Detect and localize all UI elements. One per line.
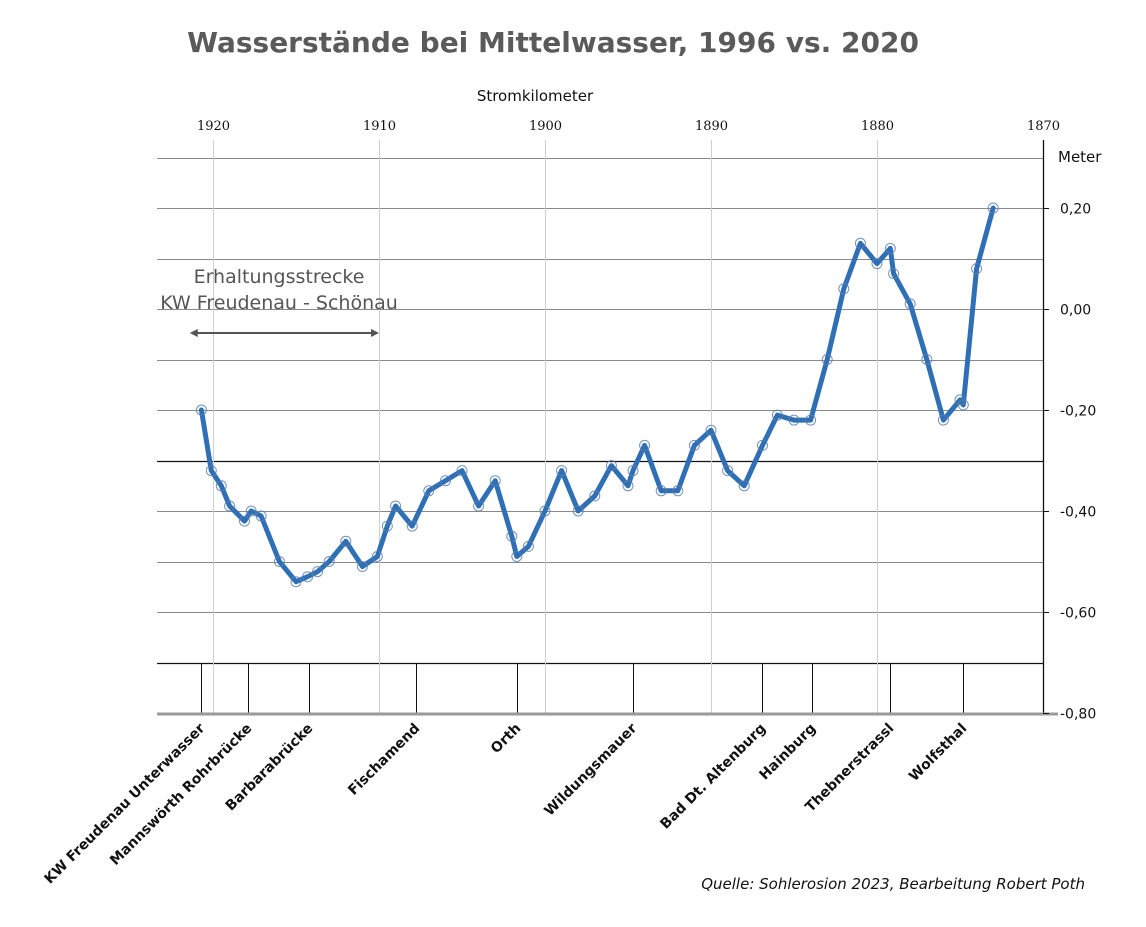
data-point xyxy=(539,505,551,517)
arrow-head-right xyxy=(371,329,379,337)
data-point xyxy=(838,283,850,295)
data-point xyxy=(556,465,568,477)
station-label: Fischamend xyxy=(345,721,423,799)
x-tick-label: 1880 xyxy=(861,119,894,134)
data-point xyxy=(722,465,734,477)
data-point xyxy=(627,465,639,477)
data-point xyxy=(195,404,207,416)
data-point xyxy=(255,510,267,522)
data-point xyxy=(390,500,402,512)
series-line xyxy=(198,205,996,585)
data-point xyxy=(406,520,418,532)
data-point xyxy=(511,551,523,562)
series xyxy=(195,202,999,588)
y-tick-label: -0,60 xyxy=(1060,606,1096,622)
data-point xyxy=(371,551,383,562)
station-label: KW Freudenau Unterwasser xyxy=(42,720,209,887)
data-point xyxy=(738,480,750,492)
data-point xyxy=(957,399,969,411)
station-label: Orth xyxy=(488,721,524,757)
data-point xyxy=(688,439,700,451)
annotation-arrow xyxy=(189,329,379,337)
y-axis-label: Meter xyxy=(1058,148,1102,166)
data-point xyxy=(356,561,368,572)
data-point xyxy=(921,354,933,365)
chart-title: Wasserstände bei Mittelwasser, 1996 vs. … xyxy=(187,26,919,59)
x-ticks: 1920 1910 1900 1890 1880 1870 xyxy=(197,119,1060,134)
y-tick-label: -0,20 xyxy=(1060,404,1096,420)
x-axis-label: Stromkilometer xyxy=(477,87,594,105)
source-note: Quelle: Sohlerosion 2023, Bearbeitung Ro… xyxy=(701,875,1085,893)
x-tick-label: 1900 xyxy=(529,119,562,134)
data-point xyxy=(224,500,236,512)
data-point xyxy=(589,490,601,502)
data-point xyxy=(871,258,883,270)
annotation: Erhaltungsstrecke KW Freudenau - Schönau xyxy=(160,266,398,337)
data-point xyxy=(821,354,833,365)
y-tick-label: -0,40 xyxy=(1060,505,1096,521)
data-point xyxy=(904,298,916,310)
data-point xyxy=(937,414,949,426)
y-tick-label: 0,00 xyxy=(1060,303,1091,319)
data-point xyxy=(639,439,651,451)
data-point xyxy=(987,202,999,214)
data-point xyxy=(215,480,227,492)
data-point xyxy=(522,540,534,552)
data-point xyxy=(888,268,900,280)
station-label: Wolfsthal xyxy=(906,721,970,785)
data-point xyxy=(854,237,866,249)
x-tick-label: 1920 xyxy=(197,119,230,134)
data-point xyxy=(273,556,285,567)
data-point xyxy=(622,480,634,492)
x-tick-label: 1910 xyxy=(363,119,396,134)
data-point xyxy=(239,515,250,527)
data-point xyxy=(205,465,217,477)
data-point xyxy=(290,576,302,588)
x-tick-label: 1890 xyxy=(695,119,728,134)
data-point xyxy=(572,505,584,517)
station-band xyxy=(201,663,964,713)
data-point xyxy=(312,566,324,578)
station-label: Bad Dt. Altenburg xyxy=(657,721,769,833)
grid xyxy=(157,140,1043,714)
data-point xyxy=(381,520,393,532)
y-tick-label: -0,80 xyxy=(1060,707,1096,723)
data-point xyxy=(884,242,896,254)
arrow-head-left xyxy=(189,329,198,337)
data-point xyxy=(655,485,667,497)
data-point xyxy=(506,530,518,542)
data-point xyxy=(423,485,435,497)
data-point xyxy=(340,535,352,547)
data-point xyxy=(489,475,501,487)
data-point xyxy=(705,424,717,436)
data-point xyxy=(788,414,800,426)
data-point xyxy=(473,500,485,512)
y-ticks: 0,20 0,00 -0,20 -0,40 -0,60 -0,80 xyxy=(1043,202,1096,723)
data-point xyxy=(605,460,617,472)
data-point xyxy=(323,556,335,567)
annotation-line2: KW Freudenau - Schönau xyxy=(160,292,398,314)
data-point xyxy=(439,475,451,487)
station-label: Wildungsmauer xyxy=(541,720,640,819)
data-point xyxy=(672,485,684,497)
data-point xyxy=(805,414,817,426)
data-point xyxy=(757,439,768,451)
data-point xyxy=(971,263,983,275)
station-label: Thebnerstrassl xyxy=(802,721,897,816)
data-point xyxy=(456,465,468,477)
data-point xyxy=(302,571,314,583)
data-point xyxy=(245,505,257,517)
x-tick-label: 1870 xyxy=(1027,119,1060,134)
data-point xyxy=(771,409,783,421)
axes xyxy=(157,140,1058,716)
y-tick-label: 0,20 xyxy=(1060,202,1091,218)
annotation-line1: Erhaltungsstrecke xyxy=(194,266,365,288)
